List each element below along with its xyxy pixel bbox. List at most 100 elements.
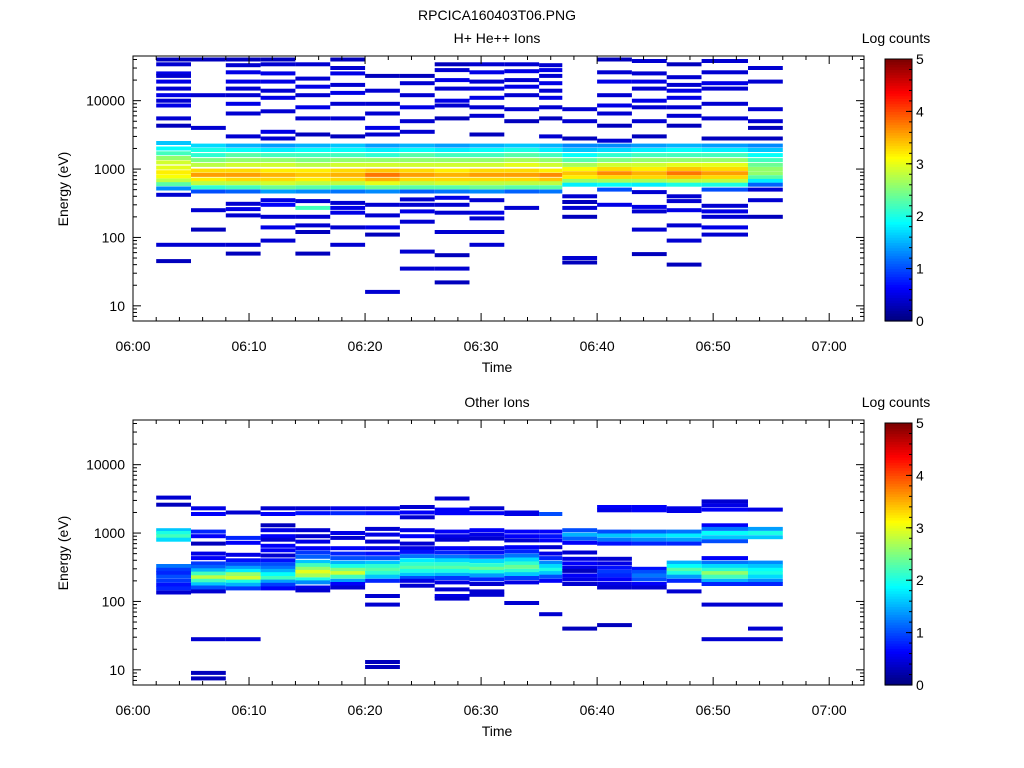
heatmap-cell-0-4-14 (295, 177, 331, 182)
heatmap-cell-0-15-18 (666, 194, 702, 199)
heatmap-cell-0-11-0 (539, 63, 563, 68)
colorbar-segment (885, 279, 912, 283)
heatmap-cell-1-8-6 (434, 546, 470, 551)
heatmap-cell-0-0-15 (156, 160, 191, 165)
heatmap-cell-0-15-11 (666, 158, 702, 163)
colorbar-tick-label: 0 (916, 313, 924, 329)
heatmap-cell-0-16-20 (701, 214, 748, 219)
heatmap-cell-1-6-6 (365, 551, 400, 556)
heatmap-cell-0-5-5 (330, 101, 366, 106)
heatmap-cell-1-14-7 (631, 569, 667, 574)
heatmap-cell-0-15-4 (666, 95, 702, 100)
heatmap-cell-1-1-5 (191, 551, 226, 556)
colorbar-segment (885, 622, 912, 626)
y-tick-label: 100 (102, 593, 126, 609)
heatmap-cell-0-1-2 (191, 125, 226, 130)
colorbar-segment (885, 208, 912, 212)
heatmap-cell-1-6-15 (365, 602, 400, 607)
colorbar-segment (885, 116, 912, 120)
heatmap-cell-1-11-6 (539, 556, 563, 561)
colorbar-segment (885, 559, 912, 563)
colorbar-segment (885, 635, 912, 639)
heatmap-cell-1-6-1 (365, 511, 400, 516)
heatmap-cell-0-11-9 (539, 143, 563, 148)
heatmap-cell-0-1-12 (191, 185, 226, 190)
heatmap-cell-0-9-13 (469, 168, 505, 173)
heatmap-cell-0-13-14 (597, 171, 632, 176)
colorbar-segment (885, 90, 912, 94)
heatmap-cell-0-9-10 (469, 153, 505, 158)
y-tick-label: 1000 (94, 525, 125, 541)
heatmap-cell-1-11-8 (539, 564, 563, 568)
heatmap-cell-1-6-3 (365, 532, 400, 537)
heatmap-cell-0-8-8 (434, 148, 470, 152)
heatmap-cell-0-0-8 (156, 103, 191, 108)
heatmap-cell-1-16-0 (701, 499, 748, 504)
heatmap-cell-1-7-9 (399, 558, 435, 563)
heatmap-cell-0-5-8 (330, 143, 366, 148)
colorbar-segment (885, 315, 912, 319)
heatmap-cell-1-9-11 (469, 569, 505, 574)
heatmap-cell-1-16-10 (701, 564, 748, 568)
heatmap-cell-1-7-12 (399, 568, 435, 573)
heatmap-cell-1-8-14 (434, 576, 470, 580)
heatmap-cell-0-9-23 (469, 242, 505, 247)
heatmap-cell-1-13-12 (597, 582, 632, 586)
heatmap-cell-1-3-8 (260, 553, 296, 558)
heatmap-cell-1-15-1 (666, 509, 702, 513)
heatmap-cell-1-10-2 (504, 529, 540, 534)
heatmap-cell-0-12-10 (562, 175, 598, 180)
heatmap-cell-1-13-4 (597, 537, 632, 542)
colorbar-segment (885, 252, 912, 257)
heatmap-cell-0-12-12 (562, 182, 598, 187)
heatmap-cell-0-13-17 (597, 182, 632, 187)
colorbar-other: 0 1 2 3 4 5 (884, 415, 924, 693)
colorbar-segment (885, 95, 912, 99)
colorbar-segment (885, 438, 912, 442)
heatmap-cell-1-14-10 (631, 582, 667, 586)
colorbar-segment (885, 603, 912, 607)
heatmap-cell-1-14-2 (631, 529, 667, 534)
colorbar-segment (885, 195, 912, 199)
colorbar-segment (885, 161, 912, 165)
heatmap-cell-1-10-13 (504, 576, 540, 580)
heatmap-cell-0-6-6 (365, 143, 400, 148)
colorbar-segment (885, 446, 912, 450)
heatmap-cell-0-17-11 (748, 167, 783, 171)
heatmap-cell-0-2-18 (225, 185, 261, 190)
colorbar-segment (885, 593, 912, 597)
heatmap-cell-0-3-11 (260, 153, 296, 158)
colorbar-segment (885, 103, 912, 107)
heatmap-cell-1-12-4 (562, 550, 598, 555)
heatmap-cell-1-9-14 (469, 582, 505, 586)
colorbar-segment (885, 682, 912, 686)
heatmap-cell-0-0-16 (156, 165, 191, 170)
colorbar-segment (885, 184, 912, 188)
heatmap-cell-0-3-10 (260, 148, 296, 152)
heatmap-cell-1-6-11 (365, 571, 400, 576)
heatmap-cell-0-9-8 (469, 143, 505, 148)
heatmap-cell-1-11-3 (539, 538, 563, 543)
heatmap-cell-0-7-5 (399, 129, 435, 134)
heatmap-cell-1-3-13 (260, 572, 296, 577)
heatmap-cell-0-5-22 (330, 225, 366, 230)
heatmap-cell-1-8-17 (434, 594, 470, 598)
heatmap-cell-0-13-11 (597, 158, 632, 163)
heatmap-cell-1-0-13 (156, 590, 191, 595)
heatmap-cell-0-5-23 (330, 242, 366, 247)
heatmap-cell-1-0-12 (156, 586, 191, 591)
heatmap-cell-0-3-23 (260, 225, 296, 230)
heatmap-cell-1-7-3 (399, 528, 435, 533)
heatmap-cell-0-5-21 (330, 210, 366, 215)
heatmap-cell-0-9-21 (469, 216, 505, 221)
heatmap-cell-1-1-1 (191, 512, 226, 516)
heatmap-cell-0-8-15 (434, 181, 470, 186)
colorbar-segment (885, 239, 912, 243)
heatmap-cell-0-10-1 (504, 69, 540, 74)
heatmap-cell-1-8-15 (434, 580, 470, 585)
heatmap-cell-0-9-14 (469, 172, 505, 177)
heatmap-cell-0-7-7 (399, 148, 435, 152)
heatmap-cell-0-14-13 (631, 167, 667, 171)
colorbar-segment (885, 242, 912, 246)
heatmap-cell-0-5-11 (330, 158, 366, 163)
